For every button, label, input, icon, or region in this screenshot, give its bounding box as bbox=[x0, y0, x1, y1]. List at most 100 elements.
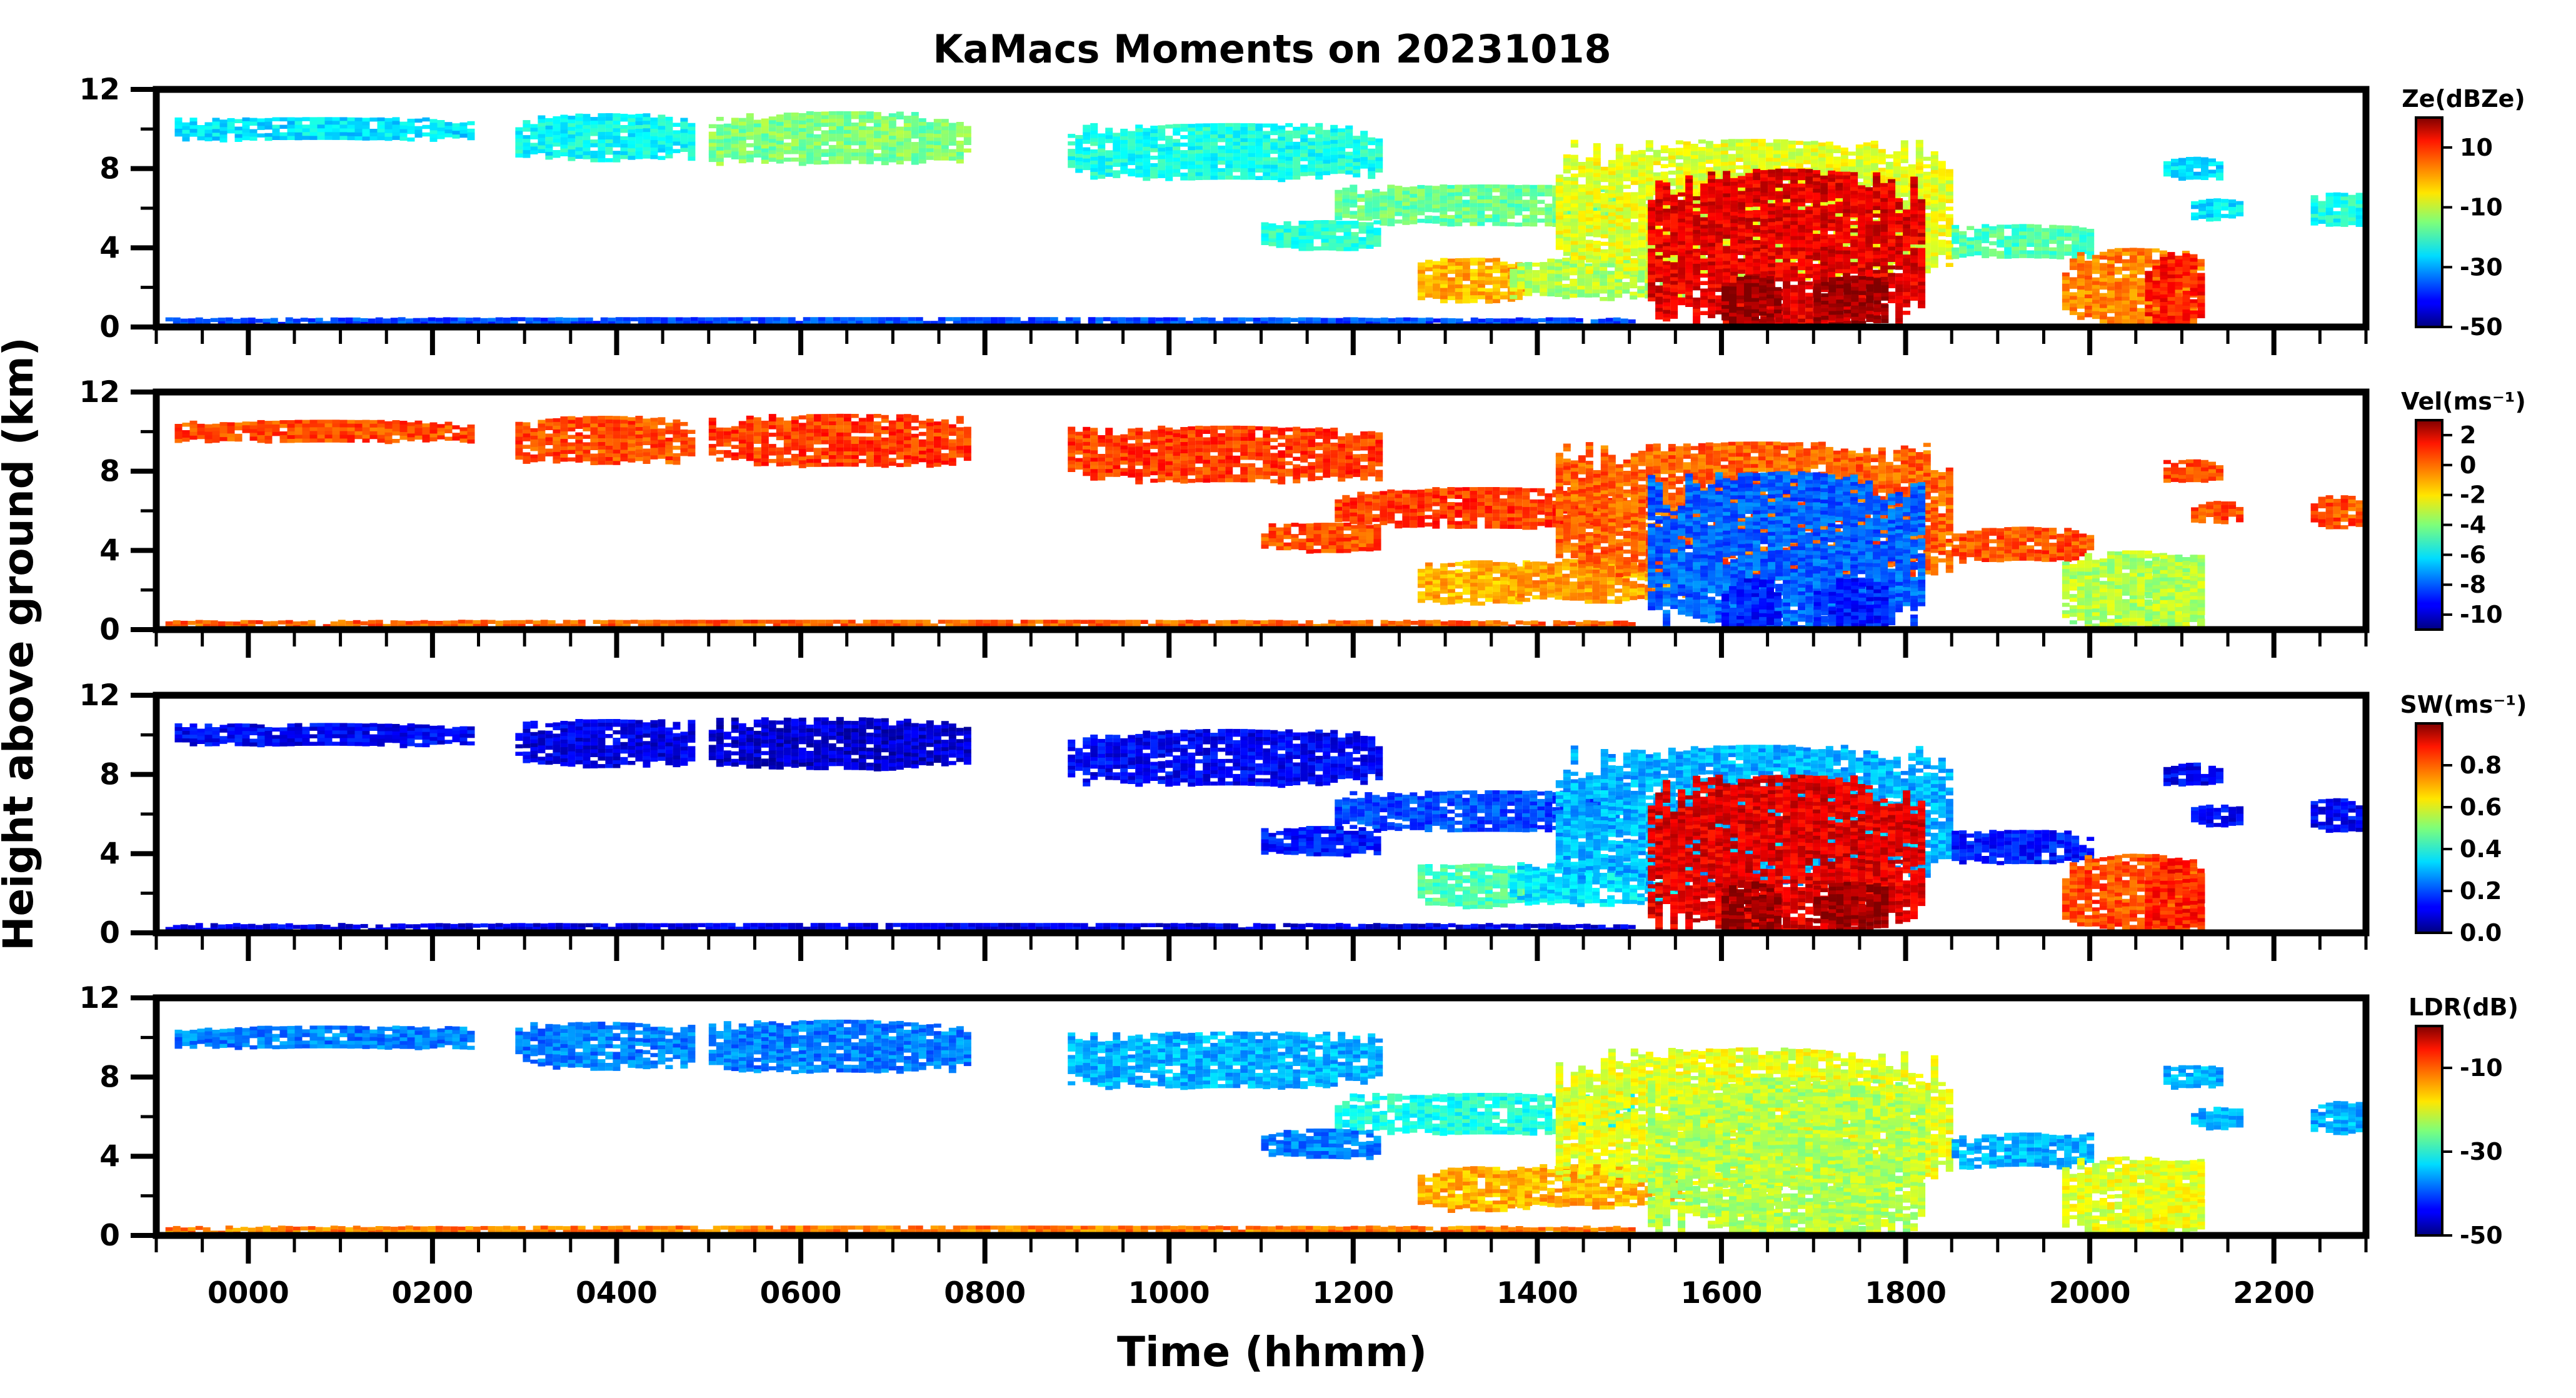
data-cell bbox=[1090, 126, 1098, 131]
data-cell bbox=[1863, 142, 1871, 147]
data-cell bbox=[1365, 209, 1373, 213]
data-cell bbox=[598, 154, 606, 159]
data-cell bbox=[1510, 283, 1518, 288]
data-cell bbox=[1663, 313, 1671, 318]
data-cell bbox=[1607, 271, 1615, 275]
data-cell bbox=[174, 117, 183, 122]
data-cell bbox=[1555, 270, 1563, 274]
data-cell bbox=[1203, 161, 1211, 165]
data-cell bbox=[761, 159, 769, 164]
data-cell bbox=[339, 136, 348, 140]
data-cell bbox=[836, 118, 844, 123]
data-cell bbox=[553, 128, 561, 132]
data-cell bbox=[1760, 256, 1768, 261]
data-cell bbox=[1728, 169, 1736, 173]
data-cell bbox=[933, 138, 941, 142]
data-cell bbox=[1700, 262, 1708, 266]
data-cell bbox=[1336, 228, 1344, 233]
data-cell bbox=[1698, 147, 1706, 151]
data-cell bbox=[1760, 204, 1768, 208]
data-cell bbox=[1745, 259, 1753, 264]
data-cell bbox=[1750, 221, 1758, 226]
data-cell bbox=[746, 154, 754, 159]
data-cell bbox=[1678, 214, 1686, 219]
data-cell bbox=[354, 118, 363, 122]
data-cell bbox=[1820, 235, 1828, 240]
data-cell bbox=[1563, 154, 1571, 159]
data-cell bbox=[1368, 156, 1376, 161]
data-cell bbox=[272, 117, 280, 121]
data-cell bbox=[197, 125, 205, 129]
data-cell bbox=[369, 129, 378, 133]
data-cell bbox=[1678, 237, 1686, 242]
data-cell bbox=[1803, 160, 1811, 164]
data-cell bbox=[1592, 286, 1600, 290]
data-cell bbox=[1608, 204, 1616, 209]
data-cell bbox=[1900, 170, 1908, 174]
data-cell bbox=[1873, 187, 1881, 192]
data-cell bbox=[1555, 231, 1563, 235]
data-cell bbox=[1638, 206, 1646, 211]
data-cell bbox=[1570, 267, 1578, 272]
data-cell bbox=[219, 127, 228, 131]
data-cell bbox=[1276, 236, 1284, 241]
data-cell bbox=[1335, 201, 1343, 206]
data-cell bbox=[1648, 286, 1656, 291]
data-cell bbox=[1923, 235, 1931, 240]
data-cell bbox=[1668, 253, 1676, 258]
data-cell bbox=[1805, 225, 1813, 229]
data-cell bbox=[866, 130, 874, 134]
data-cell bbox=[1820, 224, 1828, 229]
data-cell bbox=[1700, 183, 1708, 188]
data-cell bbox=[1530, 188, 1538, 193]
data-cell bbox=[377, 124, 385, 129]
data-cell bbox=[1858, 264, 1866, 268]
data-cell bbox=[1833, 164, 1841, 168]
data-cell bbox=[1723, 178, 1731, 183]
data-cell bbox=[1335, 193, 1343, 198]
data-cell bbox=[956, 126, 964, 130]
data-cell bbox=[1820, 261, 1828, 266]
data-cell bbox=[1788, 155, 1796, 160]
data-cell bbox=[1563, 225, 1571, 230]
data-cell bbox=[538, 134, 546, 138]
data-cell bbox=[1820, 265, 1828, 270]
data-cell bbox=[1813, 185, 1821, 189]
data-cell bbox=[1788, 163, 1796, 168]
data-cell bbox=[746, 143, 754, 148]
data-cell bbox=[821, 111, 829, 116]
data-cell bbox=[1768, 196, 1776, 200]
data-cell bbox=[1858, 249, 1866, 253]
data-cell bbox=[1670, 217, 1678, 221]
data-cell bbox=[1570, 286, 1578, 291]
data-cell bbox=[851, 134, 859, 138]
data-cell bbox=[1730, 181, 1738, 186]
data-cell bbox=[1648, 214, 1656, 219]
data-cell bbox=[384, 133, 393, 138]
data-cell bbox=[1630, 295, 1638, 300]
data-cell bbox=[399, 121, 408, 126]
data-cell bbox=[1135, 154, 1143, 159]
data-cell bbox=[1336, 236, 1344, 240]
data-cell bbox=[620, 155, 628, 159]
data-cell bbox=[1843, 190, 1851, 195]
data-cell bbox=[523, 128, 531, 132]
data-cell bbox=[1738, 194, 1746, 199]
data-cell bbox=[1225, 126, 1233, 131]
data-cell bbox=[1135, 166, 1143, 170]
data-cell bbox=[1615, 193, 1623, 197]
data-cell bbox=[1693, 278, 1701, 283]
data-cell bbox=[738, 129, 746, 134]
data-cell bbox=[1820, 198, 1828, 203]
data-cell bbox=[1283, 228, 1291, 233]
data-cell bbox=[1685, 198, 1693, 202]
data-cell bbox=[1455, 188, 1463, 193]
data-cell bbox=[294, 124, 303, 129]
data-cell bbox=[1708, 284, 1716, 288]
data-cell bbox=[1945, 240, 1953, 244]
data-cell bbox=[182, 137, 190, 142]
data-cell bbox=[1690, 166, 1698, 171]
data-cell bbox=[746, 113, 754, 118]
data-cell bbox=[1930, 192, 1938, 197]
data-cell bbox=[873, 131, 881, 135]
